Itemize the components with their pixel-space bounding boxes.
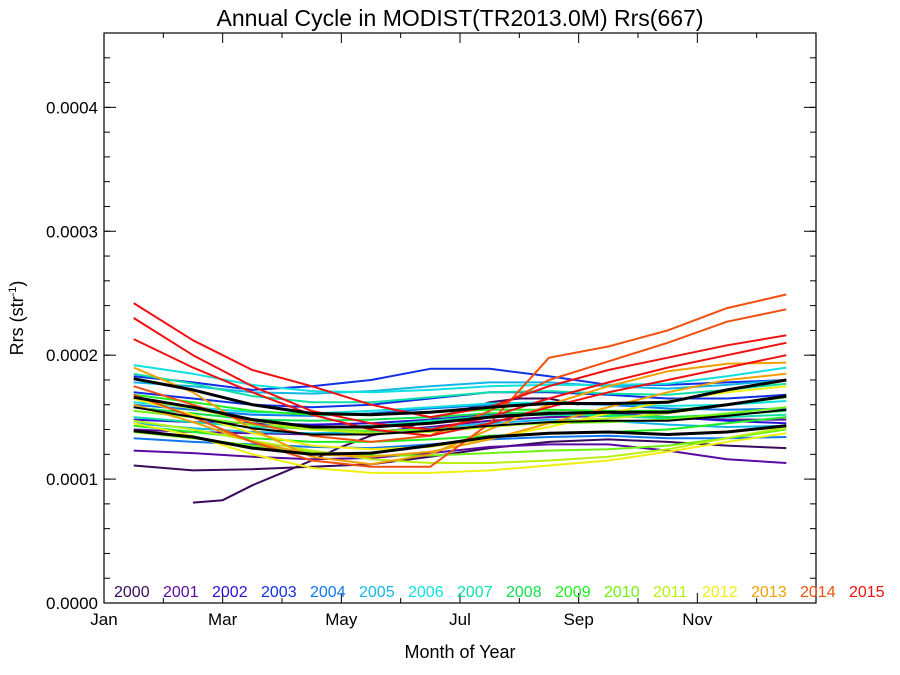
- y-axis-label-close: ): [7, 281, 27, 287]
- series-line-10: [133, 379, 787, 395]
- legend-entry-2004: 2004: [310, 584, 346, 601]
- x-tick-label: Mar: [208, 610, 238, 629]
- series-line-32: [133, 377, 787, 417]
- plot-lines: [133, 293, 787, 504]
- x-tick-label: Nov: [682, 610, 713, 629]
- series-line-9: [133, 402, 787, 417]
- series-line-12: [133, 364, 787, 394]
- x-axis-label: Month of Year: [404, 642, 515, 662]
- x-tick-label: Jan: [90, 610, 117, 629]
- y-axis-label: Rrs (str-1): [7, 281, 27, 356]
- series-line-3: [133, 443, 787, 464]
- plot-frame: [103, 32, 817, 604]
- legend-entry-2001: 2001: [163, 584, 199, 601]
- series-line-30: [133, 317, 787, 431]
- legend-entry-2011: 2011: [653, 584, 688, 601]
- series-line-2: [133, 438, 787, 472]
- series-line-13: [133, 400, 787, 415]
- x-axis-ticks: Jan Mar May Jul Sep Nov: [90, 33, 758, 629]
- legend-entry-2005: 2005: [359, 584, 395, 601]
- y-tick-label: 0.0001: [46, 470, 98, 489]
- y-tick-label: 0.0002: [46, 346, 98, 365]
- legend-entry-2006: 2006: [408, 584, 444, 601]
- legend-entry-2007: 2007: [457, 584, 493, 601]
- series-line-31: [133, 338, 787, 437]
- series-line-19: [133, 428, 787, 457]
- series-line-29: [133, 302, 787, 419]
- legend-entry-2010: 2010: [604, 584, 640, 601]
- legend-entry-2015: 2015: [849, 584, 885, 601]
- legend: 2000 2001 2002 2003 2004 2005 2006 2007 2008 2009…: [114, 584, 885, 601]
- series-line-35: [133, 406, 787, 436]
- x-tick-label: Sep: [564, 610, 594, 629]
- series-line-11: [133, 418, 787, 435]
- series-line-14: [133, 372, 787, 404]
- legend-entry-2009: 2009: [555, 584, 591, 601]
- legend-entry-2013: 2013: [751, 584, 787, 601]
- chart-title: Annual Cycle in MODIST(TR2013.0M) Rrs(66…: [217, 5, 704, 31]
- series-line-23: [133, 422, 787, 474]
- x-tick-label: May: [325, 610, 358, 629]
- y-tick-label: 0.0004: [46, 98, 98, 117]
- legend-entry-2014: 2014: [800, 584, 836, 601]
- series-line-34: [133, 424, 787, 456]
- series-line-27: [133, 293, 787, 468]
- series-line-33: [133, 394, 787, 429]
- legend-entry-2012: 2012: [702, 584, 738, 601]
- x-tick-label: Jul: [449, 610, 471, 629]
- y-axis-label-main: Rrs (str: [7, 296, 27, 355]
- y-tick-label: 0.0003: [46, 222, 98, 241]
- legend-entry-2003: 2003: [261, 584, 297, 601]
- legend-entry-2008: 2008: [506, 584, 542, 601]
- legend-entry-2002: 2002: [212, 584, 248, 601]
- y-axis-label-exponent: -1: [7, 287, 19, 297]
- y-tick-label: 0.0000: [46, 594, 98, 613]
- y-axis-ticks: 0.0000 0.0001 0.0002 0.0003 0.0004: [46, 57, 816, 613]
- legend-entry-2000: 2000: [114, 584, 150, 601]
